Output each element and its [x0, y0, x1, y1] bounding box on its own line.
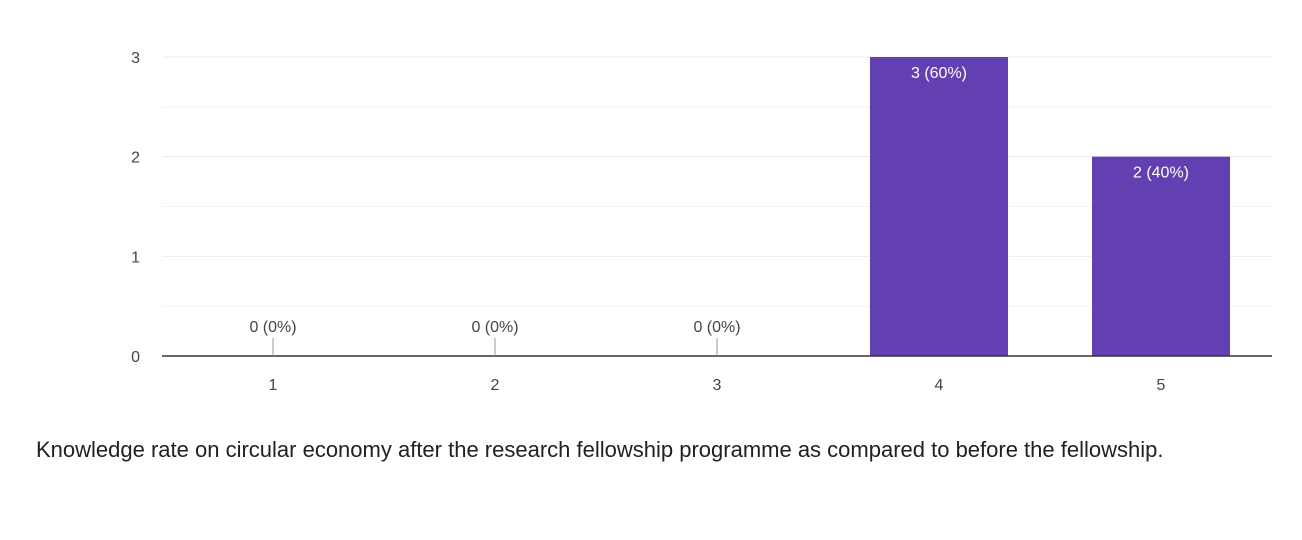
x-tick-label: 3	[713, 377, 722, 394]
y-tick-label: 1	[131, 249, 140, 266]
x-tick-label: 2	[491, 377, 500, 394]
y-tick-label: 2	[131, 150, 140, 167]
data-labels: 0 (0%) 0 (0%) 0 (0%) 3 (60%) 2 (40%)	[249, 65, 1189, 356]
bar-5	[1092, 156, 1230, 356]
bar-chart: 0 1 2 3 1 2 3 4 5 0 (0%) 0 (0%) 0 (0%) 3 (60%) 2 (4…	[131, 50, 1272, 394]
y-axis-ticks: 0 1 2 3	[131, 50, 140, 366]
data-label: 3 (60%)	[911, 65, 967, 82]
bars	[870, 57, 1230, 356]
data-label: 0 (0%)	[249, 319, 296, 336]
x-axis-ticks: 1 2 3 4 5	[269, 377, 1166, 394]
bar-4	[870, 57, 1008, 356]
data-label: 0 (0%)	[693, 319, 740, 336]
data-label: 0 (0%)	[471, 319, 518, 336]
x-tick-label: 4	[935, 377, 944, 394]
gridlines	[162, 56, 1272, 307]
question-title: Knowledge rate on circular economy after…	[36, 437, 1164, 462]
y-tick-label: 0	[131, 349, 140, 366]
x-tick-label: 1	[269, 377, 278, 394]
x-tick-label: 5	[1157, 377, 1166, 394]
y-tick-label: 3	[131, 50, 140, 67]
data-label: 2 (40%)	[1133, 165, 1189, 182]
